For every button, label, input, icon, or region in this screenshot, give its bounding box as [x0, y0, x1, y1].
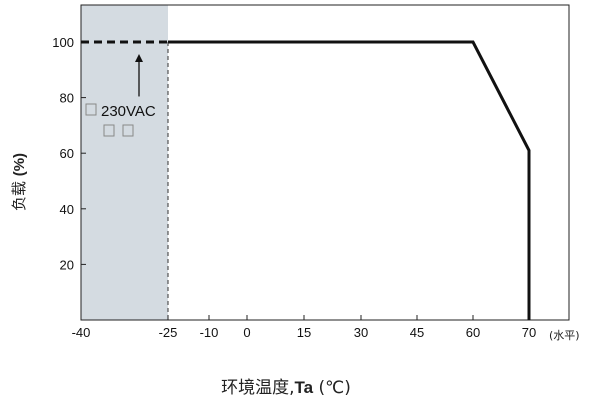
x-tick-label: 60	[466, 325, 480, 340]
series-group	[81, 40, 531, 320]
y-axis-label: 负载 (%)	[10, 153, 28, 211]
y-tick-label: 40	[60, 202, 74, 217]
x-tick-label: -10	[200, 325, 219, 340]
y-tick-label: 60	[60, 146, 74, 161]
x-tick-label: 0	[243, 325, 250, 340]
x-tick-label: -40	[72, 325, 91, 340]
x-axis-label: 环境温度,Ta (℃)	[221, 378, 351, 398]
x-tick-label: 30	[354, 325, 368, 340]
x-tick-label: 45	[410, 325, 424, 340]
annotation-text: 230VAC	[101, 103, 156, 120]
x-axis-unit: (水平)	[549, 329, 580, 342]
annotation-glyph-box	[85, 103, 97, 116]
derating-line	[168, 40, 531, 320]
x-axis: -40 -25 -10 0 15 30 45 60 70	[72, 315, 536, 340]
x-tick-label: 15	[297, 325, 311, 340]
annotation-arrowhead	[135, 54, 143, 62]
y-tick-label: 100	[52, 35, 74, 50]
y-tick-label: 20	[60, 257, 74, 272]
annotation-glyph-box	[122, 124, 134, 137]
plot-area-frame	[80, 4, 570, 321]
annotation: 230VAC	[85, 54, 156, 137]
x-tick-label: -25	[159, 325, 178, 340]
y-tick-label: 80	[60, 91, 74, 106]
shaded-region	[81, 5, 168, 320]
annotation-glyph-box	[103, 124, 115, 137]
x-tick-label: 70	[522, 325, 536, 340]
